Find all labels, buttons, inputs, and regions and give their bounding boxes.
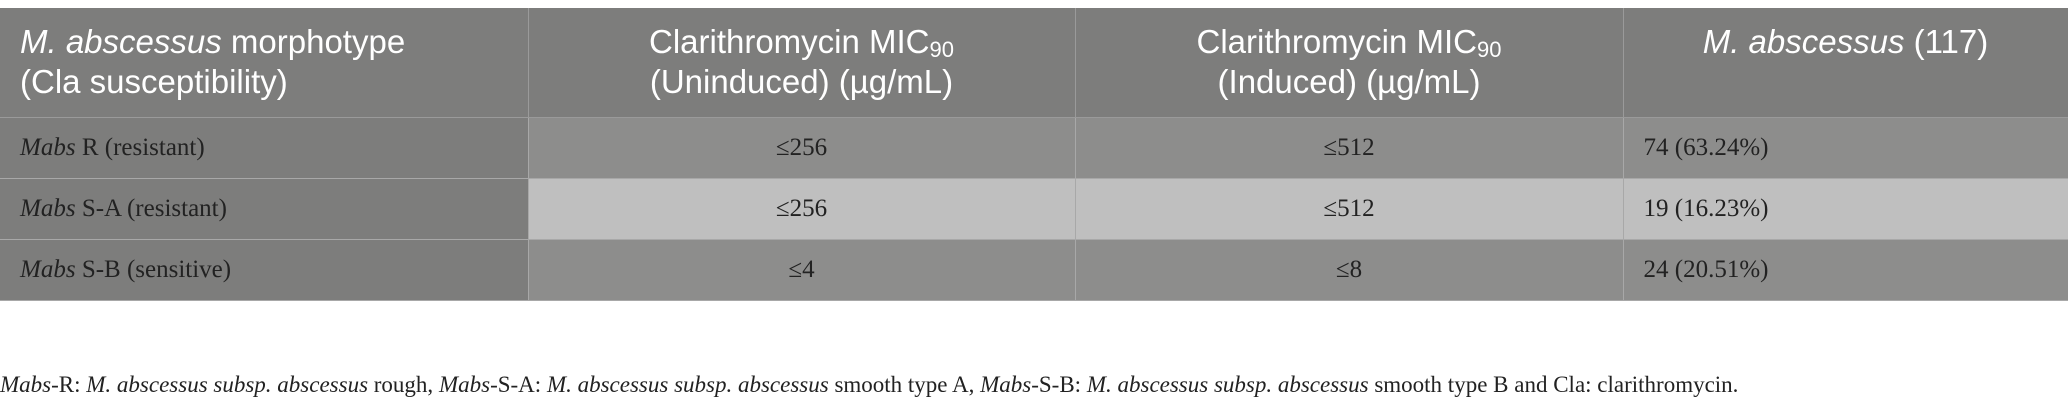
table-row: Mabs S-A (resistant) ≤256 ≤512 19 (16.23…	[0, 178, 2068, 240]
header-row: M. abscessus morphotype (Cla susceptibili…	[0, 8, 2068, 118]
header-mic-uninduced: Clarithromycin MIC90 (Uninduced) (µg/mL)	[528, 8, 1076, 118]
header-mic-induced: Clarithromycin MIC90 (Induced) (µg/mL)	[1075, 8, 1624, 118]
mic-induced-cell: ≤8	[1075, 239, 1624, 301]
results-table-container: M. abscessus morphotype (Cla susceptibili…	[0, 8, 2068, 301]
header-abscessus-count: M. abscessus (117)	[1623, 8, 2068, 118]
row-label: Mabs S-B (sensitive)	[0, 239, 529, 301]
row-label: Mabs S-A (resistant)	[0, 178, 529, 240]
table-row: Mabs S-B (sensitive) ≤4 ≤8 24 (20.51%)	[0, 239, 2068, 301]
header-morphotype: M. abscessus morphotype (Cla susceptibili…	[0, 8, 529, 118]
results-table: M. abscessus morphotype (Cla susceptibili…	[0, 8, 2068, 301]
mic-induced-cell: ≤512	[1075, 178, 1624, 240]
mic-uninduced-cell: ≤256	[528, 178, 1076, 240]
row-label: Mabs R (resistant)	[0, 117, 529, 179]
mic-uninduced-cell: ≤4	[528, 239, 1076, 301]
table-row: Mabs R (resistant) ≤256 ≤512 74 (63.24%)	[0, 117, 2068, 179]
mic-induced-cell: ≤512	[1075, 117, 1624, 179]
table-footnote: Mabs-R: M. abscessus subsp. abscessus ro…	[0, 372, 1739, 397]
count-cell: 24 (20.51%)	[1623, 239, 2068, 301]
mic-uninduced-cell: ≤256	[528, 117, 1076, 179]
count-cell: 19 (16.23%)	[1623, 178, 2068, 240]
count-cell: 74 (63.24%)	[1623, 117, 2068, 179]
